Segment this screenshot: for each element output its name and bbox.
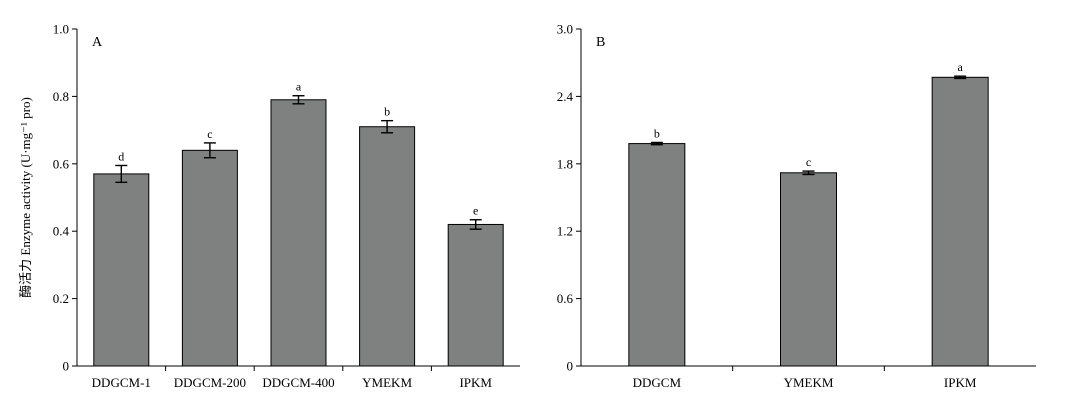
significance-label: b <box>384 105 390 119</box>
x-tick-label: DDGCM-1 <box>92 375 151 390</box>
bar-ddgcm-1 <box>93 173 150 367</box>
x-tick-label: DDGCM <box>633 375 682 390</box>
x-tick-label: IPKM <box>944 375 977 390</box>
bar-ipkm <box>931 76 989 367</box>
y-tick-label: 1.8 <box>557 156 573 171</box>
y-tick-label: 0.6 <box>53 156 70 171</box>
bar-ymekm <box>780 172 837 367</box>
x-tick-label: YMEKM <box>784 375 834 390</box>
y-tick-label: 0.8 <box>53 89 69 104</box>
x-tick-label: DDGCM-400 <box>262 375 334 390</box>
y-tick-label: 2.4 <box>557 89 574 104</box>
significance-label: b <box>654 126 660 140</box>
panel-label: B <box>596 35 605 50</box>
bar-ddgcm <box>628 143 686 367</box>
y-tick-label: 0 <box>567 359 574 374</box>
y-tick-label: 1.2 <box>557 224 573 239</box>
bar-ddgcm-200 <box>181 149 238 367</box>
x-tick-label: DDGCM-200 <box>174 375 246 390</box>
significance-label: a <box>958 60 964 74</box>
x-tick-label: YMEKM <box>362 375 412 390</box>
significance-label: d <box>118 149 124 163</box>
y-tick-label: 3.0 <box>557 22 573 37</box>
x-tick-label: IPKM <box>459 375 492 390</box>
bar-ddgcm-400 <box>270 99 327 367</box>
y-tick-label: 1.0 <box>53 22 69 37</box>
y-tick-label: 0.6 <box>557 291 574 306</box>
significance-label: c <box>806 155 811 169</box>
y-tick-label: 0.4 <box>53 224 70 239</box>
y-tick-label: 0 <box>63 359 70 374</box>
significance-label: a <box>296 80 302 94</box>
panel-b: 0 0.6 1.2 1.8 2.4 3.0 b DDGCM c YMEKM a IPKM B <box>557 22 1036 390</box>
y-axis-title: 酶活力 Enzyme activity (U·mg⁻¹ pro) <box>18 97 33 298</box>
panel-label: A <box>92 35 103 50</box>
y-tick-label: 0.2 <box>53 291 69 306</box>
bar-ymekm <box>359 126 416 367</box>
significance-label: c <box>207 127 212 141</box>
significance-label: e <box>473 204 478 218</box>
bar-ipkm <box>447 223 504 367</box>
panel-a: 0 0.2 0.4 0.6 0.8 1.0 d DDGCM-1 c DDGCM-200 a DDGCM… <box>18 22 520 390</box>
